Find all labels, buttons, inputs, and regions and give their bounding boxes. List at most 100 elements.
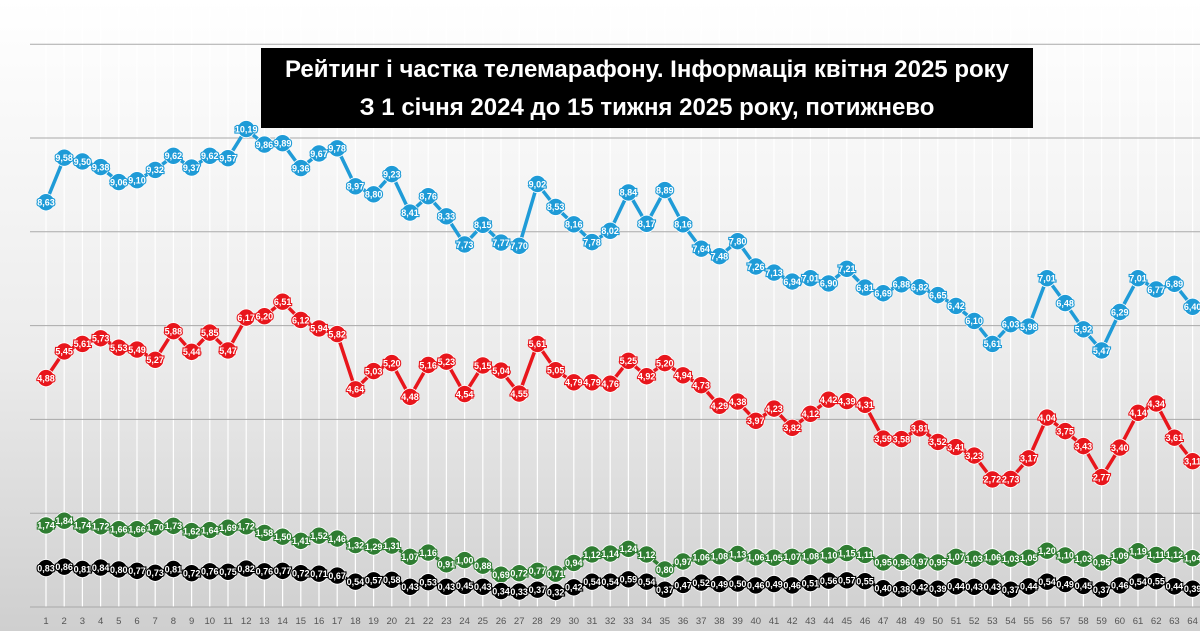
data-label: 0,72 [292,569,310,579]
data-label: 3,52 [929,437,947,447]
x-tick-label: 21 [405,616,416,627]
data-point [1019,548,1038,567]
data-label: 7,01 [802,274,820,284]
data-label: 0,37 [656,585,674,595]
data-point [765,399,784,418]
series-1: 8,639,58 9,509,389,06 9,109,329,629,379,62… [36,120,1200,360]
data-label: 1,08 [711,552,729,562]
data-label: 0,95 [1093,558,1111,568]
data-point [109,338,128,357]
data-point [1165,274,1184,293]
x-tick-label: 25 [478,616,489,627]
data-point [328,529,347,548]
x-tick-label: 23 [441,616,452,627]
data-label: 4,79 [583,378,601,388]
data-label: 3,75 [1056,426,1074,436]
data-point [291,159,310,178]
data-point [1074,549,1093,568]
data-point [146,350,165,369]
x-tick-label: 3 [80,616,85,627]
x-tick-label: 19 [368,616,379,627]
data-label: 0,46 [747,581,765,591]
series-4: 0,83 0,86 0,81 0,84 0,80 0,77 0,73 0,81 0,72 0,76… [36,557,1200,601]
data-label: 0,95 [874,558,892,568]
data-label: 5,47 [219,346,237,356]
data-point [309,319,328,338]
data-point [1056,294,1075,313]
data-label: 3,43 [1075,441,1093,451]
data-point [328,325,347,344]
data-label: 0,47 [674,580,692,590]
data-label: 7,01 [1129,274,1147,284]
data-label: 1,69 [219,523,237,533]
data-point [146,518,165,537]
data-point [200,323,219,342]
data-label: 4,14 [1129,408,1147,418]
data-label: 0,50 [729,579,747,589]
data-point [237,120,256,139]
data-label: 7,70 [510,241,528,251]
x-tick-label: 28 [532,616,543,627]
data-point [255,562,274,581]
data-point [237,308,256,327]
x-tick-label: 56 [1042,616,1053,627]
data-label: 1,19 [1129,546,1147,556]
data-point [182,342,201,361]
data-label: 9,38 [92,162,110,172]
data-label: 4,23 [765,404,783,414]
data-label: 0,44 [1166,582,1184,592]
data-label: 9,32 [146,165,164,175]
data-label: 1,04 [1184,554,1200,564]
data-label: 0,75 [219,567,237,577]
data-label: 1,72 [92,522,110,532]
x-tick-label: 44 [823,616,834,627]
data-point [783,576,802,595]
data-label: 1,66 [128,524,146,534]
data-point [1147,280,1166,299]
data-point [983,548,1002,567]
data-point [765,548,784,567]
data-point [674,575,693,594]
data-point [364,571,383,590]
data-label: 1,03 [965,554,983,564]
data-point [546,361,565,380]
x-tick-label: 53 [987,616,998,627]
data-point [910,278,929,297]
data-label: 7,48 [711,251,729,261]
data-point [710,575,729,594]
data-point [291,310,310,329]
data-label: 1,07 [783,552,801,562]
data-label: 5,15 [474,361,492,371]
x-tick-label: 7 [153,616,158,627]
data-label: 5,85 [201,328,219,338]
data-label: 6,89 [1166,279,1184,289]
data-label: 0,83 [37,563,55,573]
data-label: 9,06 [110,177,128,187]
data-label: 5,16 [419,360,437,370]
data-label: 5,61 [74,339,92,349]
data-label: 0,80 [110,565,128,575]
data-point [564,578,583,597]
data-point [1001,469,1020,488]
data-point [164,146,183,165]
data-point [819,546,838,565]
data-point [746,411,765,430]
data-point [746,548,765,567]
data-point [601,374,620,393]
data-point [837,259,856,278]
data-point [73,334,92,353]
data-point [455,235,474,254]
data-point [583,545,602,564]
chart-title-box: Рейтинг і частка телемарафону. Інформаці… [261,48,1033,128]
data-point [1038,408,1057,427]
data-point [1147,394,1166,413]
data-point [892,430,911,449]
data-label: 3,97 [747,416,765,426]
data-label: 9,62 [201,151,219,161]
data-label: 1,13 [729,549,747,559]
x-tick-label: 54 [1005,616,1016,627]
data-label: 5,05 [547,365,565,375]
data-label: 1,12 [638,550,656,560]
x-tick-label: 47 [878,616,889,627]
data-label: 1,72 [237,522,255,532]
